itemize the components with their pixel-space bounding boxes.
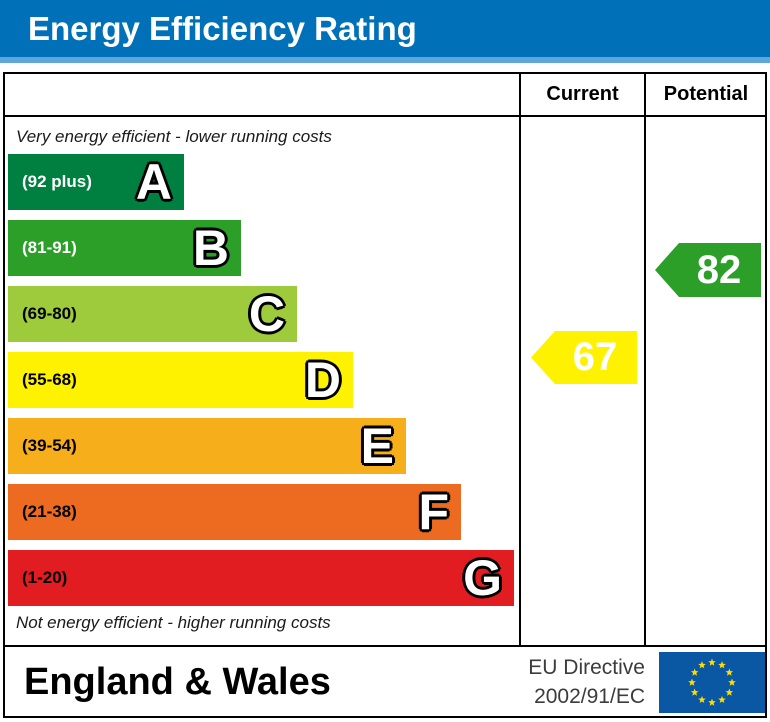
band-c: (69-80) C [8,286,297,342]
band-g: (1-20) G [8,550,514,606]
band-range-label: (39-54) [22,436,77,455]
band-range-label: (92 plus) [22,172,92,191]
band-f: (21-38) F [8,484,461,540]
current-column-header: Current [546,83,619,105]
band-letter: D [304,352,341,408]
band-b: (81-91) B [8,220,241,276]
potential-rating-value: 82 [696,247,742,292]
band-letter: A [135,154,172,210]
chart-frame [3,72,767,718]
title-bar-accent-strip [0,57,770,63]
caption-very-efficient: Very energy efficient - lower running co… [16,127,332,146]
band-letter: F [418,484,449,540]
potential-rating-arrow: 82 [655,243,761,297]
band-range-label: (81-91) [22,238,77,257]
region-label: England & Wales [24,661,331,703]
band-d: (55-68) D [8,352,353,408]
band-letter: C [248,286,285,342]
band-range-label: (1-20) [22,568,68,587]
page-title: Energy Efficiency Rating [28,9,417,47]
band-e: (39-54) E [8,418,406,474]
band-a: (92 plus) A [8,154,184,210]
rating-bands: (92 plus) A (81-91) B (69-80) C (55-68) D (39-54… [8,154,514,616]
band-range-label: (55-68) [22,370,77,389]
eu-directive-label: EU Directive 2002/91/EC [430,653,645,711]
current-rating-value: 67 [572,335,618,379]
band-range-label: (69-80) [22,304,77,323]
potential-column-header: Potential [663,83,749,105]
eu-directive-line1: EU Directive [528,656,645,679]
title-bar: Energy Efficiency Rating [0,0,770,57]
band-range-label: (21-38) [22,502,77,521]
caption-not-efficient: Not energy efficient - higher running co… [16,613,331,632]
header-row-divider [3,115,767,117]
band-letter: E [360,418,394,474]
column-divider-current [519,72,521,647]
current-rating-arrow: 67 [531,331,637,384]
eu-flag-icon [659,652,765,713]
footer-row-divider [3,645,767,647]
band-letter: B [192,220,229,276]
column-divider-potential [644,72,646,647]
band-letter: G [463,550,502,606]
eu-directive-line2: 2002/91/EC [534,685,645,708]
